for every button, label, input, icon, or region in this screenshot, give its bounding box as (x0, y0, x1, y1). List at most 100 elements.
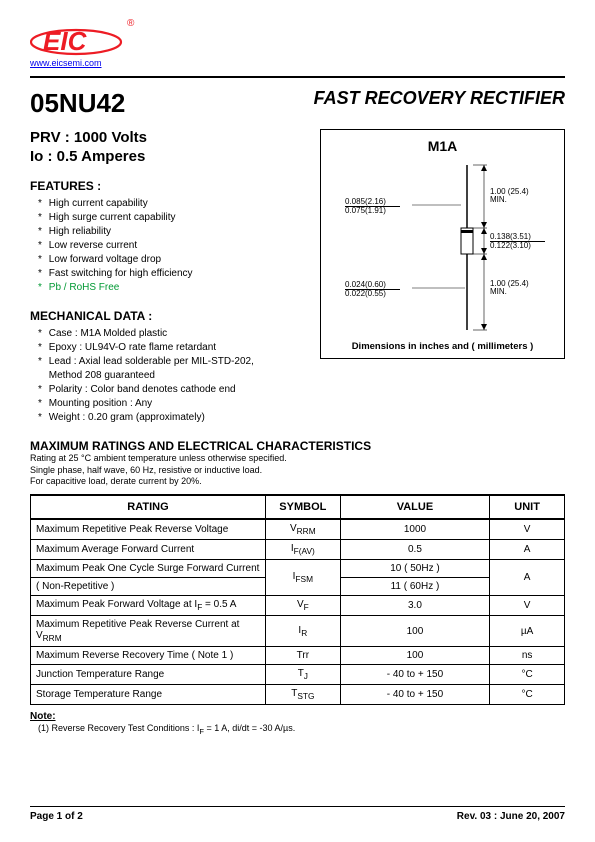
dimension-box: M1A (320, 129, 565, 359)
mechanical-item: * Lead : Axial lead solderable per MIL-S… (38, 355, 310, 369)
top-divider (30, 76, 565, 78)
dim-label: MIN. (490, 287, 507, 296)
mechanical-item: * Epoxy : UL94V-O rate flame retardant (38, 341, 310, 355)
rating-cell: Maximum Repetitive Peak Reverse Current … (31, 616, 266, 647)
dimension-figure: 0.085(2.16) 0.075(1.91) 0.024(0.60) 0.02… (327, 160, 558, 335)
dim-label: 0.022(0.55) (345, 289, 386, 298)
max-ratings-heading: MAXIMUM RATINGS AND ELECTRICAL CHARACTER… (30, 439, 565, 453)
value-cell: 11 ( 60Hz ) (340, 578, 490, 596)
value-cell: 100 (340, 616, 490, 647)
value-cell: - 40 to + 150 (340, 665, 490, 685)
rating-cell: Maximum Average Forward Current (31, 540, 266, 560)
max-ratings-notes: Rating at 25 °C ambient temperature unle… (30, 453, 565, 488)
dim-lead-dia: 0.024(0.60) 0.022(0.55) (345, 281, 400, 299)
dim-body-len: 0.138(3.51) 0.122(3.10) (490, 233, 545, 251)
ratings-table: RATINGSYMBOLVALUEUNIT Maximum Repetitive… (30, 494, 565, 705)
right-column: M1A (320, 129, 565, 425)
table-row: Maximum Repetitive Peak Reverse Current … (31, 616, 565, 647)
eic-logo-icon: EIC (30, 20, 125, 56)
unit-cell: A (490, 540, 565, 560)
dim-label: 0.075(1.91) (345, 206, 386, 215)
rating-cell: Maximum Peak One Cycle Surge Forward Cur… (31, 560, 266, 578)
feature-item: * High surge current capability (38, 211, 310, 225)
feature-item: * Pb / RoHS Free (38, 281, 310, 295)
notes-heading: Note: (30, 711, 565, 722)
features-heading: FEATURES : (30, 179, 310, 193)
dimension-caption: Dimensions in inches and ( millimeters ) (327, 341, 558, 352)
rating-cell: Storage Temperature Range (31, 685, 266, 705)
table-column-header: UNIT (490, 495, 565, 519)
feature-item: * Fast switching for high efficiency (38, 267, 310, 281)
unit-cell: V (490, 596, 565, 616)
rating-cell: Junction Temperature Range (31, 665, 266, 685)
page-title: FAST RECOVERY RECTIFIER (314, 88, 565, 109)
symbol-cell: VF (265, 596, 340, 616)
value-cell: 1000 (340, 519, 490, 540)
rating-note: Rating at 25 °C ambient temperature unle… (30, 453, 565, 465)
revision: Rev. 03 : June 20, 2007 (457, 811, 565, 822)
value-cell: 3.0 (340, 596, 490, 616)
mechanical-item: * Case : M1A Molded plastic (38, 327, 310, 341)
feature-item: * Low reverse current (38, 239, 310, 253)
main-content: PRV : 1000 Volts Io : 0.5 Amperes FEATUR… (30, 129, 565, 425)
dim-label: 0.122(3.10) (490, 241, 531, 250)
unit-cell: V (490, 519, 565, 540)
symbol-cell: IR (265, 616, 340, 647)
symbol-cell: TJ (265, 665, 340, 685)
title-row: 05NU42 FAST RECOVERY RECTIFIER (30, 88, 565, 119)
header-block: EIC ® www.eicsemi.com (30, 20, 565, 68)
mechanical-list: * Case : M1A Molded plastic* Epoxy : UL9… (30, 327, 310, 425)
table-row: Storage Temperature RangeTSTG- 40 to + 1… (31, 685, 565, 705)
table-row: Junction Temperature RangeTJ- 40 to + 15… (31, 665, 565, 685)
table-header-row: RATINGSYMBOLVALUEUNIT (31, 495, 565, 519)
table-row: Maximum Average Forward CurrentIF(AV)0.5… (31, 540, 565, 560)
package-name: M1A (327, 138, 558, 154)
footer: Page 1 of 2 Rev. 03 : June 20, 2007 (30, 806, 565, 823)
dim-body-dia: 0.085(2.16) 0.075(1.91) (345, 198, 400, 216)
feature-item: * Low forward voltage drop (38, 253, 310, 267)
unit-cell: µA (490, 616, 565, 647)
table-row: Maximum Peak Forward Voltage at IF = 0.5… (31, 596, 565, 616)
table-row: Maximum Reverse Recovery Time ( Note 1 )… (31, 647, 565, 665)
notes-body: (1) Reverse Recovery Test Conditions : I… (38, 723, 565, 736)
rating-note: Single phase, half wave, 60 Hz, resistiv… (30, 465, 565, 477)
value-cell: - 40 to + 150 (340, 685, 490, 705)
left-column: PRV : 1000 Volts Io : 0.5 Amperes FEATUR… (30, 129, 320, 425)
unit-cell: A (490, 560, 565, 596)
rating-cell: Maximum Peak Forward Voltage at IF = 0.5… (31, 596, 266, 616)
table-row: Maximum Repetitive Peak Reverse VoltageV… (31, 519, 565, 540)
part-number: 05NU42 (30, 88, 125, 119)
rating-cell: Maximum Reverse Recovery Time ( Note 1 ) (31, 647, 266, 665)
symbol-cell: IFSM (265, 560, 340, 596)
table-column-header: RATING (31, 495, 266, 519)
dim-lead-len2: 1.00 (25.4) MIN. (490, 280, 529, 297)
dim-label: 0.138(3.51) (490, 232, 531, 241)
footer-divider (30, 806, 565, 808)
value-cell: 10 ( 50Hz ) (340, 560, 490, 578)
rating-cell: ( Non-Repetitive ) (31, 578, 266, 596)
symbol-cell: IF(AV) (265, 540, 340, 560)
mechanical-item: * Mounting position : Any (38, 397, 310, 411)
value-cell: 100 (340, 647, 490, 665)
svg-text:EIC: EIC (43, 26, 88, 56)
unit-cell: ns (490, 647, 565, 665)
spec-io: Io : 0.5 Amperes (30, 148, 310, 165)
spec-prv: PRV : 1000 Volts (30, 129, 310, 146)
mechanical-item: Method 208 guaranteed (38, 369, 310, 383)
symbol-cell: TSTG (265, 685, 340, 705)
company-logo: EIC ® (30, 20, 565, 56)
dim-label: 0.085(2.16) (345, 197, 386, 206)
rating-cell: Maximum Repetitive Peak Reverse Voltage (31, 519, 266, 540)
dim-label: 0.024(0.60) (345, 280, 386, 289)
feature-item: * High current capability (38, 197, 310, 211)
symbol-cell: VRRM (265, 519, 340, 540)
registered-icon: ® (127, 18, 134, 29)
value-cell: 0.5 (340, 540, 490, 560)
unit-cell: °C (490, 665, 565, 685)
company-url[interactable]: www.eicsemi.com (30, 58, 565, 68)
symbol-cell: Trr (265, 647, 340, 665)
dim-lead-len: 1.00 (25.4) MIN. (490, 188, 529, 205)
unit-cell: °C (490, 685, 565, 705)
page-number: Page 1 of 2 (30, 811, 83, 822)
feature-item: * High reliability (38, 225, 310, 239)
